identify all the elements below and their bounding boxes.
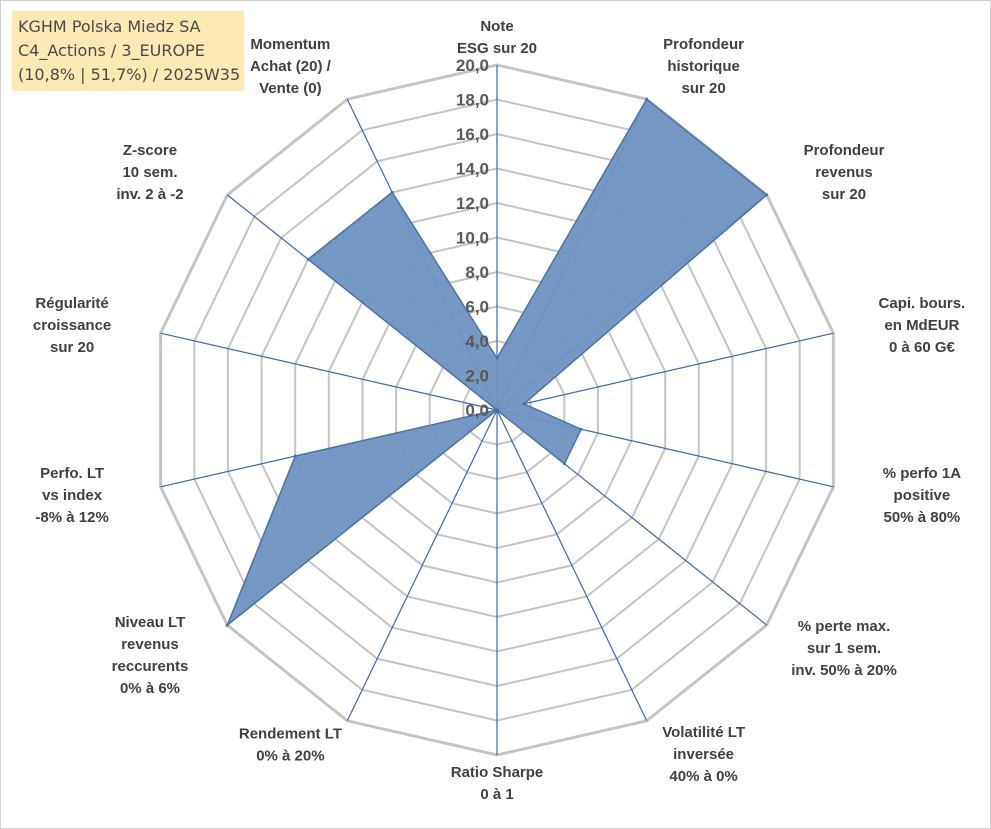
axis-label-line: Régularité (35, 295, 108, 312)
axis-label-line: inv. 50% à 20% (791, 662, 897, 679)
axis-label-line: croissance (33, 317, 111, 334)
axis-label-line: 0% à 6% (120, 680, 180, 697)
axis-label-line: Capi. bours. (879, 295, 966, 312)
axis-label: Perfo. LT vs index -8% à 12% (35, 465, 108, 526)
radar-axis-labels: Note ESG sur 20 Profondeur historique sur 20… (33, 18, 965, 803)
title-line-stats: (10,8% | 51,7%) / 2025W35 (18, 65, 241, 84)
series-point (562, 462, 566, 466)
axis-label-line: sur 20 (681, 80, 725, 97)
tick-label: 14,0 (456, 160, 489, 179)
axis-label-line: ESG sur 20 (457, 40, 537, 57)
axis-label-line: % perfo 1A (883, 465, 962, 482)
axis-label-line: inv. 2 à -2 (116, 186, 183, 203)
title-line-company: KGHM Polska Miedz SA (18, 17, 201, 36)
axis-label-line: Vente (0) (259, 80, 322, 97)
tick-label: 4,0 (465, 332, 489, 351)
tick-label: 10,0 (456, 229, 489, 248)
axis-spoke (496, 332, 834, 411)
axis-label-line: Niveau LT (115, 614, 186, 631)
axis-label-line: sur 20 (822, 186, 866, 203)
series-point (390, 190, 394, 194)
tick-label: 18,0 (456, 91, 489, 110)
axis-label-line: Profondeur (804, 142, 885, 159)
axis-label: Ratio Sharpe 0 à 1 (451, 764, 544, 803)
axis-label-line: revenus (815, 164, 873, 181)
axis-label-line: 50% à 80% (884, 509, 961, 526)
tick-label: 20,0 (456, 56, 489, 75)
axis-label-line: Ratio Sharpe (451, 764, 544, 781)
axis-label: Niveau LT revenus reccurents 0% à 6% (112, 614, 189, 697)
axis-label: Profondeur historique sur 20 (663, 36, 744, 97)
axis-label-line: Volatilité LT (662, 724, 745, 741)
axis-label-line: positive (894, 487, 951, 504)
axis-label-line: sur 1 sem. (807, 640, 881, 657)
axis-label-line: vs index (42, 487, 103, 504)
series-point (522, 402, 526, 406)
axis-label-line: % perte max. (798, 618, 891, 635)
axis-label-line: sur 20 (50, 339, 94, 356)
axis-label-line: Z-score (123, 142, 177, 159)
axis-label-line: 0 à 1 (480, 786, 513, 803)
axis-label-line: -8% à 12% (35, 509, 108, 526)
axis-label-line: Momentum (250, 36, 330, 53)
axis-label: Capi. bours. en MdEUR 0 à 60 G€ (879, 295, 966, 356)
series-point (293, 454, 297, 458)
axis-spoke (160, 332, 498, 411)
title-line-category: C4_Actions / 3_EUROPE (18, 41, 205, 60)
axis-spoke (346, 409, 498, 722)
tick-label: 16,0 (456, 125, 489, 144)
series-point (495, 408, 499, 412)
axis-label-line: en MdEUR (884, 317, 959, 334)
axis-label: Régularité croissance sur 20 (33, 295, 111, 356)
axis-spoke (496, 409, 648, 722)
series-point (645, 97, 649, 101)
axis-label-line: revenus (121, 636, 179, 653)
axis-label-line: 10 sem. (122, 164, 177, 181)
axis-label-line: historique (667, 58, 740, 75)
axis-label: Profondeur revenus sur 20 (804, 142, 885, 203)
axis-label: Note ESG sur 20 (457, 18, 537, 57)
series-point (579, 427, 583, 431)
series-point (306, 257, 310, 261)
axis-label-line: inversée (673, 746, 734, 763)
axis-label: Momentum Achat (20) / Vente (0) (250, 36, 332, 97)
axis-label-line: 0% à 20% (256, 747, 324, 764)
axis-label: Volatilité LT inversée 40% à 0% (662, 724, 745, 785)
axis-label-line: Perfo. LT (40, 465, 104, 482)
axis-label: Z-score 10 sem. inv. 2 à -2 (116, 142, 183, 203)
axis-label-line: Note (480, 18, 513, 35)
axis-label-line: Profondeur (663, 36, 744, 53)
tick-label: 8,0 (465, 263, 489, 282)
series-point (765, 193, 769, 197)
axis-label: % perte max. sur 1 sem. inv. 50% à 20% (791, 618, 897, 679)
axis-label-line: 0 à 60 G€ (889, 339, 956, 356)
axis-label-line: 40% à 0% (669, 768, 737, 785)
tick-label: 12,0 (456, 194, 489, 213)
chart-title-box: KGHM Polska Miedz SA C4_Actions / 3_EURO… (12, 11, 244, 91)
tick-label: 6,0 (465, 298, 489, 317)
series-point (225, 623, 229, 627)
axis-label-line: Achat (20) / (250, 58, 332, 75)
axis-label: % perfo 1A positive 50% à 80% (883, 465, 962, 526)
axis-label: Rendement LT 0% à 20% (239, 725, 342, 764)
axis-label-line: reccurents (112, 658, 189, 675)
series-point (495, 356, 499, 360)
radar-tick-labels: 0,0 2,0 4,0 6,0 8,0 10,0 12,0 14,0 16,0 18,0 20,0 (456, 56, 489, 420)
tick-label: 0,0 (465, 401, 489, 420)
axis-label-line: Rendement LT (239, 725, 342, 742)
tick-label: 2,0 (465, 367, 489, 386)
radar-series (225, 97, 769, 628)
